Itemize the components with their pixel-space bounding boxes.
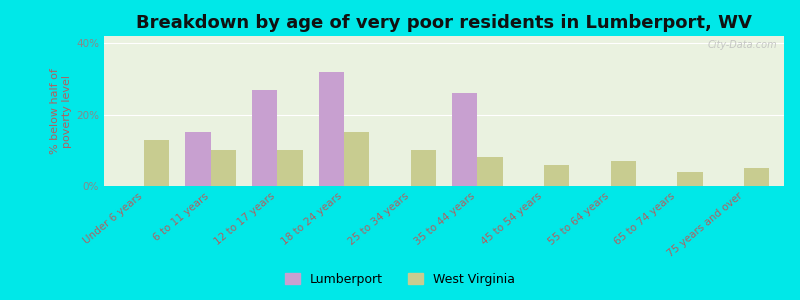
Y-axis label: % below half of
poverty level: % below half of poverty level — [50, 68, 72, 154]
Bar — [410, 150, 436, 186]
Bar — [318, 72, 344, 186]
Bar — [210, 150, 236, 186]
Bar — [678, 172, 702, 186]
Bar — [344, 132, 370, 186]
Bar — [452, 93, 478, 186]
Legend: Lumberport, West Virginia: Lumberport, West Virginia — [280, 268, 520, 291]
Bar — [610, 161, 636, 186]
Title: Breakdown by age of very poor residents in Lumberport, WV: Breakdown by age of very poor residents … — [136, 14, 752, 32]
Text: City-Data.com: City-Data.com — [707, 40, 778, 50]
Bar — [144, 140, 170, 186]
Bar — [186, 132, 210, 186]
Bar — [278, 150, 302, 186]
Bar — [544, 165, 570, 186]
Bar — [744, 168, 770, 186]
Bar — [252, 90, 278, 186]
Bar — [478, 158, 502, 186]
